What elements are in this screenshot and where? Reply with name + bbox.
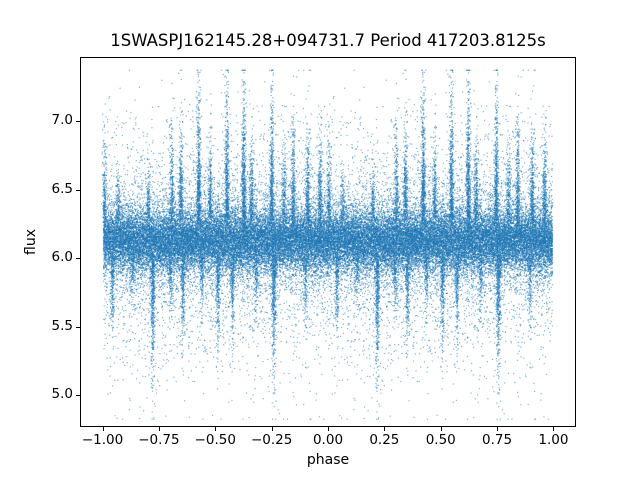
x-tick-label: 1.00: [538, 432, 569, 448]
x-tick-mark: [497, 427, 499, 431]
x-tick-label: −0.75: [138, 432, 180, 448]
y-axis-label: flux: [23, 229, 39, 255]
x-tick-label: −1.00: [81, 432, 124, 448]
x-tick-mark: [271, 427, 273, 431]
chart-title: 1SWASPJ162145.28+094731.7 Period 417203.…: [110, 31, 546, 50]
x-tick-label: −0.25: [250, 432, 293, 448]
x-tick-mark: [553, 427, 555, 431]
x-tick-mark: [328, 427, 329, 431]
y-tick-label: 7.0: [51, 112, 73, 129]
y-tick-label: 6.5: [51, 180, 73, 197]
x-tick-mark: [384, 427, 386, 431]
x-tick-label: −0.50: [194, 432, 236, 448]
y-tick-label: 5.5: [51, 317, 73, 334]
y-tick-label: 5.0: [51, 386, 73, 403]
x-tick-label: 0.50: [425, 432, 456, 448]
axes-box: [80, 57, 576, 427]
y-tick-label: 6.0: [51, 249, 73, 266]
y-tick-mark: [76, 326, 80, 328]
scatter-canvas: [81, 58, 575, 426]
y-tick-mark: [76, 121, 80, 123]
x-axis-label: phase: [306, 452, 350, 468]
x-tick-label: 0.75: [482, 432, 513, 448]
y-tick-mark: [76, 189, 80, 191]
x-tick-mark: [440, 427, 442, 431]
x-tick-label: 0.00: [312, 432, 344, 448]
x-tick-mark: [158, 427, 160, 431]
x-tick-mark: [102, 427, 104, 431]
x-tick-mark: [215, 427, 217, 431]
y-tick-mark: [76, 258, 80, 260]
y-tick-mark: [76, 395, 80, 397]
x-tick-label: 0.25: [369, 432, 400, 448]
